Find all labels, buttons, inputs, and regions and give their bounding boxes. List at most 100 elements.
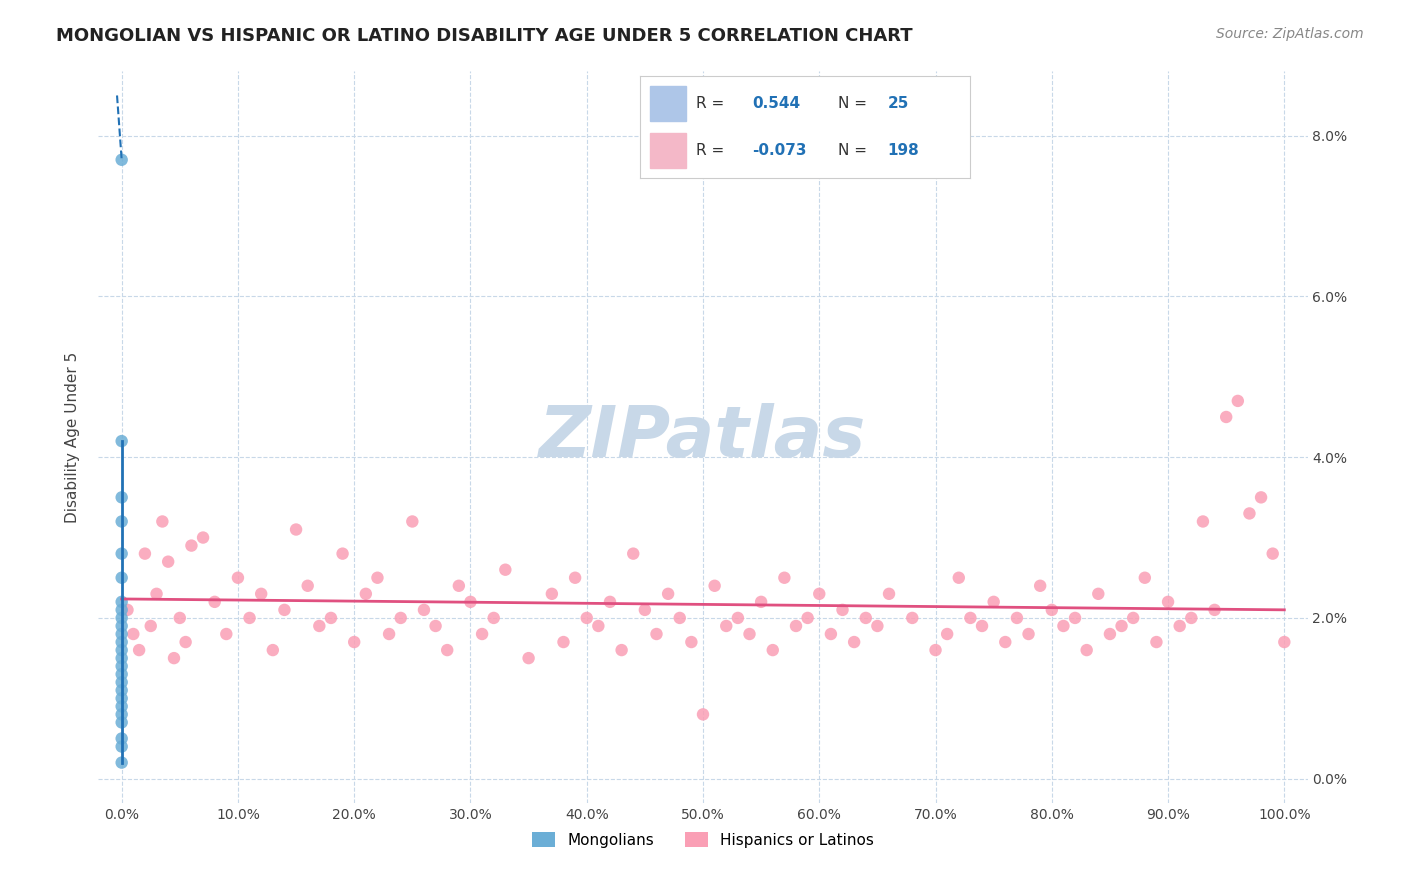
- Point: [599, 595, 621, 609]
- Legend: Mongolians, Hispanics or Latinos: Mongolians, Hispanics or Latinos: [526, 825, 880, 854]
- Point: [773, 571, 796, 585]
- Point: [1040, 603, 1063, 617]
- Point: [378, 627, 401, 641]
- Point: [1239, 507, 1261, 521]
- Point: [716, 619, 738, 633]
- Point: [1005, 611, 1028, 625]
- Point: [226, 571, 249, 585]
- Point: [808, 587, 831, 601]
- Point: [111, 691, 134, 706]
- Point: [111, 619, 134, 633]
- Point: [111, 595, 134, 609]
- Text: R =: R =: [696, 144, 724, 158]
- Point: [262, 643, 284, 657]
- Point: [191, 531, 214, 545]
- Point: [1215, 409, 1237, 424]
- Point: [366, 571, 388, 585]
- Point: [517, 651, 540, 665]
- Text: -0.073: -0.073: [752, 144, 807, 158]
- Point: [111, 707, 134, 722]
- Point: [111, 715, 134, 730]
- Point: [634, 603, 657, 617]
- Text: 25: 25: [887, 96, 908, 111]
- Point: [285, 523, 308, 537]
- Point: [204, 595, 226, 609]
- Point: [553, 635, 575, 649]
- Point: [111, 547, 134, 561]
- Point: [1192, 515, 1215, 529]
- Point: [621, 547, 644, 561]
- Point: [1064, 611, 1087, 625]
- Point: [727, 611, 749, 625]
- Point: [354, 587, 377, 601]
- Point: [111, 756, 134, 770]
- Point: [994, 635, 1017, 649]
- Point: [180, 539, 202, 553]
- Point: [111, 635, 134, 649]
- Point: [111, 683, 134, 698]
- Point: [959, 611, 981, 625]
- Point: [1261, 547, 1284, 561]
- Point: [111, 731, 134, 746]
- Point: [1133, 571, 1156, 585]
- Text: 198: 198: [887, 144, 920, 158]
- Point: [948, 571, 970, 585]
- Point: [610, 643, 633, 657]
- Point: [1146, 635, 1168, 649]
- Point: [111, 153, 134, 167]
- FancyBboxPatch shape: [650, 87, 686, 121]
- Point: [174, 635, 197, 649]
- Point: [831, 603, 853, 617]
- Point: [215, 627, 238, 641]
- Point: [575, 611, 598, 625]
- Point: [645, 627, 668, 641]
- Point: [111, 627, 134, 641]
- Point: [749, 595, 772, 609]
- Point: [128, 643, 150, 657]
- Point: [111, 611, 134, 625]
- Point: [150, 515, 173, 529]
- Point: [134, 547, 156, 561]
- Point: [668, 611, 690, 625]
- Point: [413, 603, 436, 617]
- Point: [1052, 619, 1074, 633]
- Text: N =: N =: [838, 96, 868, 111]
- Point: [785, 619, 807, 633]
- Point: [1168, 619, 1191, 633]
- Point: [703, 579, 725, 593]
- Point: [401, 515, 423, 529]
- Point: [460, 595, 482, 609]
- Text: MONGOLIAN VS HISPANIC OR LATINO DISABILITY AGE UNDER 5 CORRELATION CHART: MONGOLIAN VS HISPANIC OR LATINO DISABILI…: [56, 27, 912, 45]
- Point: [936, 627, 959, 641]
- Point: [738, 627, 761, 641]
- Point: [1272, 635, 1295, 649]
- Point: [111, 739, 134, 754]
- Point: [1204, 603, 1226, 617]
- Text: 0.544: 0.544: [752, 96, 800, 111]
- Point: [343, 635, 366, 649]
- Point: [1250, 491, 1272, 505]
- Point: [319, 611, 342, 625]
- Point: [447, 579, 470, 593]
- Point: [111, 667, 134, 681]
- Point: [901, 611, 924, 625]
- Point: [657, 587, 679, 601]
- Point: [308, 619, 330, 633]
- Y-axis label: Disability Age Under 5: Disability Age Under 5: [65, 351, 80, 523]
- Point: [866, 619, 889, 633]
- Point: [111, 434, 134, 449]
- Point: [855, 611, 877, 625]
- Point: [250, 587, 273, 601]
- Point: [844, 635, 866, 649]
- Point: [163, 651, 186, 665]
- Point: [983, 595, 1005, 609]
- Point: [145, 587, 167, 601]
- Point: [1098, 627, 1121, 641]
- Point: [762, 643, 785, 657]
- Point: [1122, 611, 1144, 625]
- Text: N =: N =: [838, 144, 868, 158]
- Point: [111, 675, 134, 690]
- Point: [117, 603, 139, 617]
- Point: [111, 699, 134, 714]
- Point: [111, 603, 134, 617]
